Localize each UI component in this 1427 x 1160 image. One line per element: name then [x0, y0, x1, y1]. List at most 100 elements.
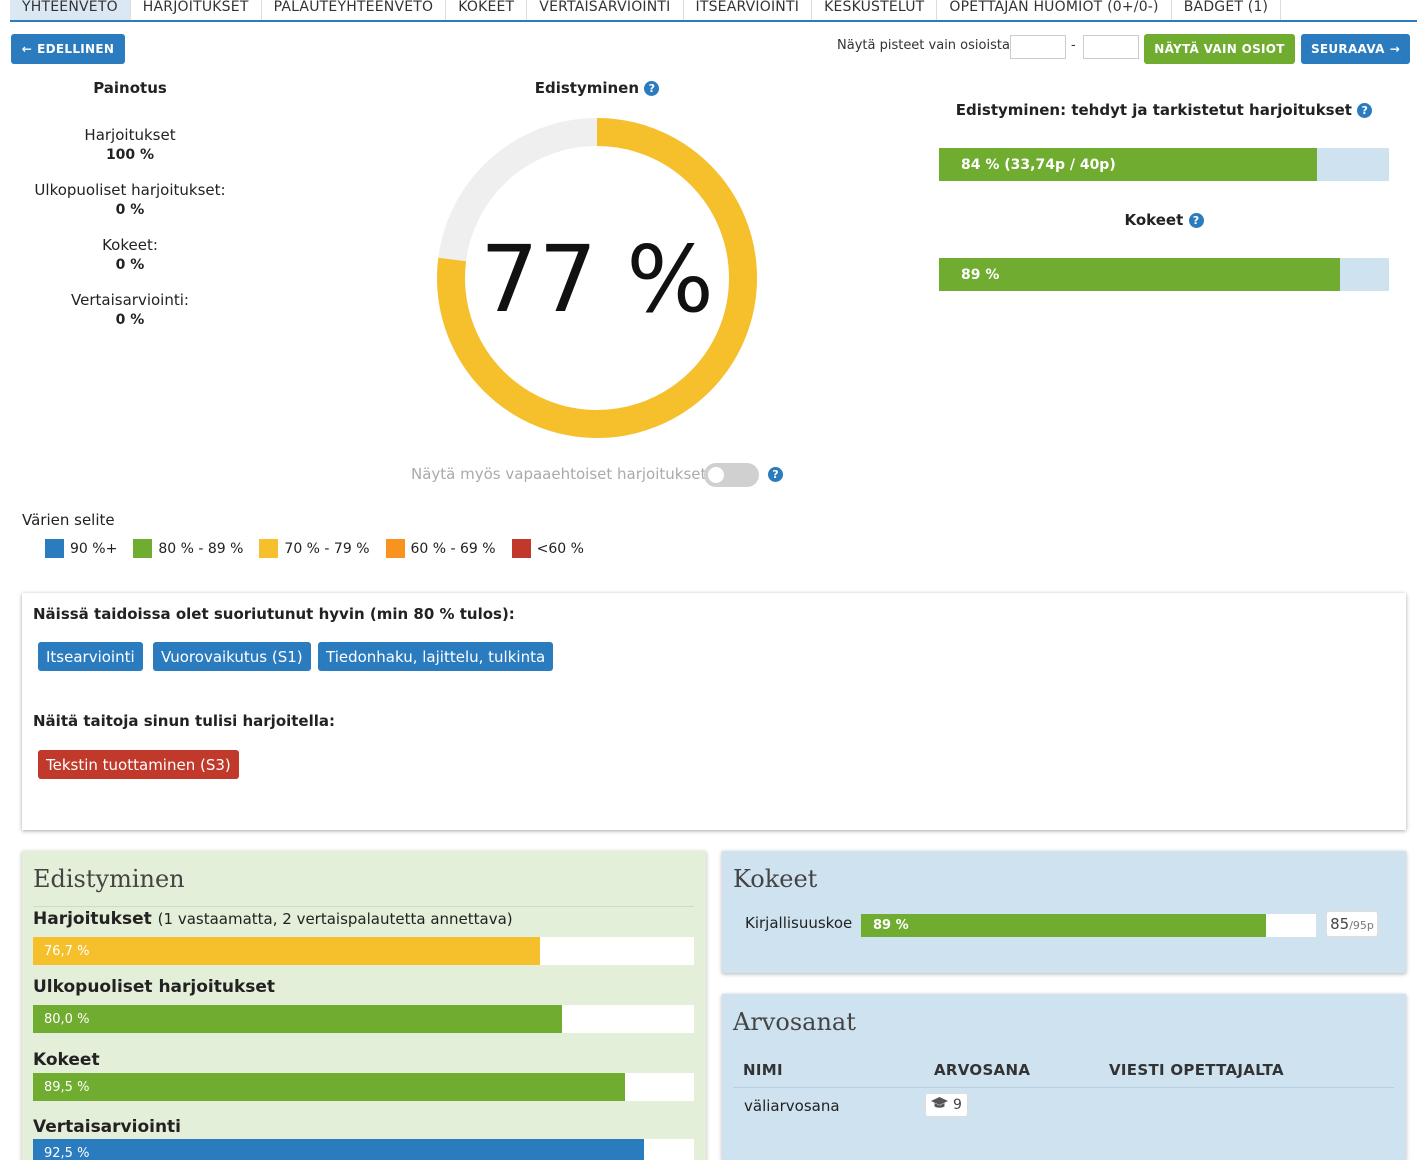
- question-circle-icon[interactable]: ?: [1357, 103, 1373, 118]
- weighting-item: Harjoitukset 100 %: [20, 126, 240, 163]
- tab-yhteenveto[interactable]: YHTEENVETO: [10, 0, 131, 20]
- show-sections-button[interactable]: NÄYTÄ VAIN OSIOT: [1144, 34, 1295, 64]
- exam-progress-fill: 89 %: [861, 914, 1266, 937]
- progress-row-bar: 89,5 %: [33, 1073, 694, 1101]
- skill-chip[interactable]: Vuorovaikutus (S1): [153, 642, 311, 671]
- row-title: Harjoitukset: [33, 909, 152, 929]
- range-to-input[interactable]: [1083, 35, 1139, 59]
- tab-opettajan-huomiot[interactable]: OPETTAJAN HUOMIOT (0+/0-): [937, 0, 1172, 20]
- skill-chip[interactable]: Itsearviointi: [38, 642, 143, 671]
- question-circle-icon[interactable]: ?: [768, 467, 783, 482]
- progress-title: Edistyminen: [534, 79, 640, 97]
- skill-chip[interactable]: Tiedonhaku, lajittelu, tulkinta: [318, 642, 554, 671]
- row-title: Vertaisarviointi: [33, 1117, 182, 1137]
- weighting-label: Harjoitukset: [84, 126, 176, 144]
- exam-score: 85: [1330, 915, 1350, 933]
- progress-row-fill: 76,7 %: [33, 937, 540, 965]
- tab-itsearviointi[interactable]: ITSEARVIOINTI: [684, 0, 813, 20]
- arrow-left-icon: ←: [21, 42, 33, 56]
- color-legend: 90 %+ 80 % - 89 % 70 % - 79 % 60 % - 69 …: [45, 539, 584, 558]
- weighting-label: Kokeet:: [102, 236, 158, 254]
- tab-kokeet[interactable]: KOKEET: [446, 0, 528, 20]
- checked-progress-fill: 84 % (33,74p / 40p): [939, 148, 1317, 181]
- row-title: Kokeet: [33, 1050, 100, 1070]
- progress-donut: [437, 118, 757, 438]
- progress-row-label: Vertaisarviointi: [33, 1117, 181, 1137]
- previous-label: EDELLINEN: [37, 42, 115, 56]
- optional-toggle-label: Näytä myös vapaaehtoiset harjoitukset: [411, 465, 707, 483]
- legend-swatch: [259, 539, 279, 558]
- legend-swatch: [45, 539, 64, 558]
- legend-label: 80 % - 89 %: [158, 540, 244, 557]
- exams-panel: Kokeet Kirjallisuuskoe 89 % 85/95p: [722, 851, 1406, 973]
- legend-item: <60 %: [511, 539, 584, 558]
- donut-fill: [437, 118, 757, 438]
- divider: [33, 906, 694, 907]
- weighting-label: Vertaisarviointi:: [71, 291, 189, 309]
- progress-panel: Edistyminen Harjoitukset (1 vastaamatta,…: [22, 851, 706, 1160]
- legend-item: 60 % - 69 %: [385, 539, 496, 558]
- graduation-cap-icon: [931, 1097, 949, 1113]
- progress-row-label: Kokeet: [33, 1050, 100, 1070]
- next-button[interactable]: SEURAAVA →: [1301, 34, 1410, 64]
- weighting-value: 0 %: [115, 202, 145, 218]
- tab-keskustelut[interactable]: KESKUSTELUT: [812, 0, 938, 20]
- exams-progress-fill: 89 %: [939, 258, 1340, 291]
- weighting-title: Painotus: [93, 79, 167, 97]
- column-header-message: VIESTI OPETTAJALTA: [1109, 1061, 1284, 1079]
- exam-score-badge: 85/95p: [1326, 911, 1378, 937]
- toggle-knob: [708, 467, 724, 483]
- legend-label: 60 % - 69 %: [410, 540, 496, 557]
- practice-skills-title: Näitä taitoja sinun tulisi harjoitella:: [33, 712, 336, 730]
- weighting-value: 100 %: [105, 147, 155, 163]
- legend-swatch: [133, 539, 153, 558]
- question-circle-icon[interactable]: ?: [1188, 213, 1204, 228]
- column-header-name: NIMI: [743, 1061, 783, 1079]
- exams-heading: Kokeet ?: [939, 211, 1389, 229]
- progress-row-fill: 92,5 %: [33, 1139, 645, 1160]
- weighting-label: Ulkopuoliset harjoitukset:: [34, 181, 226, 199]
- exam-progress-bar: 89 %: [861, 914, 1316, 937]
- legend-title: Värien selite: [22, 511, 115, 529]
- weighting-panel: Painotus: [20, 79, 240, 97]
- weighting-value: 0 %: [115, 257, 145, 273]
- legend-item: 80 % - 89 %: [133, 539, 243, 558]
- weighting-item: Kokeet: 0 %: [20, 236, 240, 273]
- tab-vertaisarviointi[interactable]: VERTAISARVIOINTI: [527, 0, 684, 20]
- progress-row-label: Ulkopuoliset harjoitukset: [33, 977, 275, 997]
- progress-panel-title: Edistyminen: [33, 865, 185, 893]
- row-note: (1 vastaamatta, 2 vertaispalautetta anne…: [157, 910, 513, 928]
- tab-palauteyhteenveto[interactable]: PALAUTEYHTEENVETO: [262, 0, 447, 20]
- next-label: SEURAAVA: [1310, 42, 1385, 56]
- progress-percent: 77 %: [480, 226, 714, 333]
- progress-row-bar: 80,0 %: [33, 1005, 694, 1033]
- range-from-input[interactable]: [1010, 35, 1066, 59]
- checked-progress-bar: 84 % (33,74p / 40p): [939, 148, 1389, 181]
- tab-bar: YHTEENVETO HARJOITUKSET PALAUTEYHTEENVET…: [10, 0, 1417, 22]
- exam-name[interactable]: Kirjallisuuskoe: [745, 914, 853, 932]
- weighting-value: 0 %: [115, 312, 145, 328]
- row-title: Ulkopuoliset harjoitukset: [33, 977, 276, 997]
- progress-row-label: Harjoitukset (1 vastaamatta, 2 vertaispa…: [33, 909, 513, 929]
- progress-row-fill: 80,0 %: [33, 1005, 562, 1033]
- tab-harjoitukset[interactable]: HARJOITUKSET: [131, 0, 262, 20]
- column-header-grade: ARVOSANA: [934, 1061, 1031, 1079]
- exams-panel-title: Kokeet: [733, 865, 818, 893]
- previous-button[interactable]: ← EDELLINEN: [11, 34, 125, 64]
- skills-panel: Näissä taidoissa olet suoriutunut hyvin …: [22, 593, 1406, 830]
- exams-title: Kokeet: [1124, 211, 1184, 229]
- legend-item: 90 %+: [45, 539, 117, 558]
- arrow-right-icon: →: [1389, 42, 1401, 56]
- legend-label: 90 %+: [70, 540, 118, 557]
- legend-swatch: [511, 539, 531, 558]
- tab-badget[interactable]: BADGET (1): [1172, 0, 1282, 20]
- skill-chip[interactable]: Tekstin tuottaminen (S3): [38, 750, 239, 779]
- question-circle-icon[interactable]: ?: [644, 81, 660, 96]
- range-separator: -: [1071, 38, 1076, 53]
- checked-title: Edistyminen: tehdyt ja tarkistetut harjo…: [955, 101, 1352, 119]
- grades-panel: Arvosanat NIMI ARVOSANA VIESTI OPETTAJAL…: [722, 994, 1406, 1160]
- legend-item: 70 % - 79 %: [259, 539, 370, 558]
- optional-toggle[interactable]: [704, 463, 759, 487]
- progress-heading: Edistyminen ?: [497, 79, 697, 97]
- weighting-item: Ulkopuoliset harjoitukset: 0 %: [20, 181, 240, 218]
